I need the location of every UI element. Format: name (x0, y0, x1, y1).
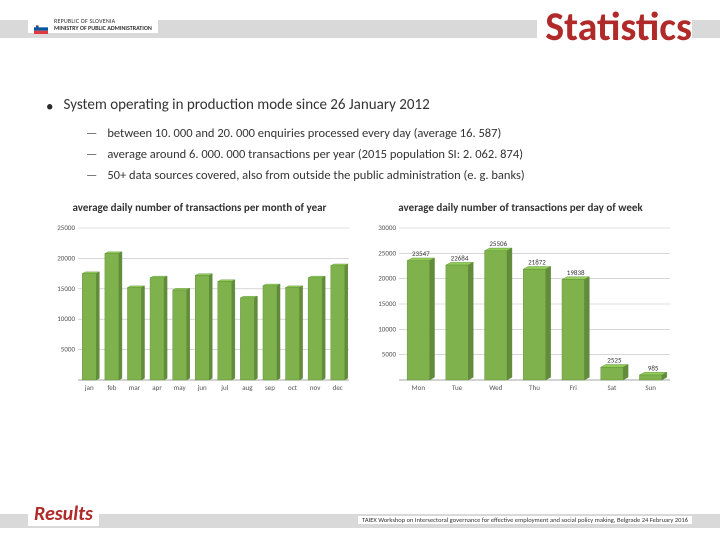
bullet-main-text: System operating in production mode sinc… (63, 96, 429, 114)
sub-item: — average around 6. 000. 000 transaction… (86, 147, 680, 162)
svg-text:mar: mar (129, 383, 141, 392)
sub-text: between 10. 000 and 20. 000 enquiries pr… (107, 126, 501, 141)
chart-weekly-svg: 5000 10000 15000 20000 25000 30000 23547 Mon 226… (365, 218, 676, 398)
content: • System operating in production mode si… (0, 60, 720, 398)
results-label: Results (28, 502, 99, 526)
svg-text:2525: 2525 (607, 356, 622, 365)
header: REPUBLIC OF SLOVENIA MINISTRY OF PUBLIC … (0, 0, 720, 60)
svg-text:may: may (174, 383, 187, 392)
org-line2: MINISTRY OF PUBLIC ADMINISTRATION (54, 25, 152, 32)
sub-text: average around 6. 000. 000 transactions … (107, 147, 523, 162)
svg-text:Tue: Tue (452, 383, 463, 392)
svg-text:25506: 25506 (489, 239, 507, 248)
svg-text:jun: jun (197, 383, 207, 392)
sub-list: — between 10. 000 and 20. 000 enquiries … (86, 126, 680, 183)
svg-text:aug: aug (242, 383, 253, 392)
svg-text:20000: 20000 (57, 254, 75, 263)
svg-text:30000: 30000 (378, 223, 396, 232)
chart-weekly-title: average daily number of transactions per… (365, 201, 676, 214)
svg-text:feb: feb (107, 383, 116, 392)
svg-text:5000: 5000 (382, 350, 397, 359)
page-title: Statistics (537, 2, 692, 51)
org-text: REPUBLIC OF SLOVENIA MINISTRY OF PUBLIC … (54, 18, 152, 31)
svg-text:25000: 25000 (378, 249, 396, 258)
sub-item: — 50+ data sources covered, also from ou… (86, 168, 680, 183)
chart-monthly: average daily number of transactions per… (44, 201, 355, 398)
svg-text:23547: 23547 (412, 249, 430, 258)
svg-text:10000: 10000 (57, 314, 75, 323)
sub-item: — between 10. 000 and 20. 000 enquiries … (86, 126, 680, 141)
svg-text:nov: nov (310, 383, 321, 392)
svg-text:5000: 5000 (61, 345, 76, 354)
bullet-dot-icon: • (46, 98, 53, 116)
svg-text:Sat: Sat (607, 383, 617, 392)
bullet-main: • System operating in production mode si… (46, 96, 680, 116)
svg-text:jul: jul (220, 383, 228, 392)
logo-block: REPUBLIC OF SLOVENIA MINISTRY OF PUBLIC … (28, 16, 158, 33)
bullet-list: • System operating in production mode si… (46, 96, 680, 183)
svg-text:apr: apr (152, 383, 162, 392)
svg-text:Fri: Fri (570, 383, 578, 392)
svg-text:15000: 15000 (57, 284, 75, 293)
svg-text:Thu: Thu (529, 383, 540, 392)
svg-text:sep: sep (265, 383, 275, 392)
svg-text:jan: jan (84, 383, 94, 392)
dash-icon: — (86, 147, 97, 162)
footnote-text: TAIEX Workshop on Intersectoral governan… (358, 516, 692, 524)
svg-text:22684: 22684 (451, 254, 469, 263)
chart-monthly-title: average daily number of transactions per… (44, 201, 355, 214)
svg-text:25000: 25000 (57, 223, 75, 232)
footer: Results TAIEX Workshop on Intersectoral … (0, 496, 720, 540)
svg-text:985: 985 (648, 363, 659, 372)
chart-weekly: average daily number of transactions per… (365, 201, 676, 398)
sub-text: 50+ data sources covered, also from outs… (107, 168, 524, 183)
svg-text:21872: 21872 (528, 258, 546, 267)
dash-icon: — (86, 168, 97, 183)
svg-text:Sun: Sun (645, 383, 656, 392)
svg-text:15000: 15000 (378, 299, 396, 308)
slovenia-flag-icon (34, 20, 48, 30)
svg-text:Wed: Wed (489, 383, 502, 392)
svg-text:Mon: Mon (412, 383, 426, 392)
chart-monthly-svg: 5000 10000 15000 20000 25000 jan feb mar apr may j… (44, 218, 355, 398)
svg-text:10000: 10000 (378, 325, 396, 334)
dash-icon: — (86, 126, 97, 141)
svg-text:20000: 20000 (378, 274, 396, 283)
charts-row: average daily number of transactions per… (40, 201, 680, 398)
svg-text:19838: 19838 (567, 268, 585, 277)
svg-text:oct: oct (288, 383, 298, 392)
svg-text:dec: dec (333, 383, 343, 392)
